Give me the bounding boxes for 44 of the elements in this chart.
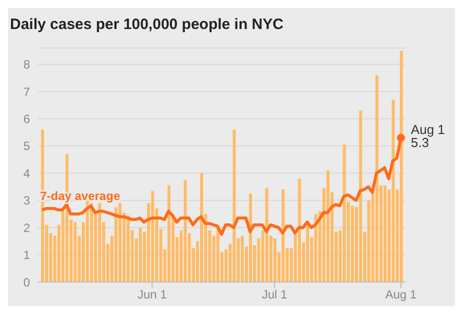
annotation: 5.3	[410, 134, 429, 150]
bar	[342, 144, 346, 282]
bar	[167, 185, 170, 282]
bar	[151, 190, 154, 282]
bar	[114, 207, 118, 282]
bar	[273, 238, 276, 282]
bar	[384, 185, 387, 282]
bar	[216, 228, 220, 282]
bar	[98, 203, 102, 282]
bar	[375, 75, 378, 282]
bar	[249, 194, 252, 282]
chart-title: Daily cases per 100,000 people in NYC	[9, 15, 284, 35]
x-tick-label: Jul 1	[262, 288, 288, 302]
y-tick-label: 2	[23, 220, 30, 235]
bar	[184, 180, 187, 282]
bar	[74, 222, 77, 282]
y-tick-label: 4	[23, 166, 30, 180]
bar	[240, 236, 244, 282]
bar	[314, 214, 318, 282]
y-tick-label: 1	[23, 248, 30, 262]
bar	[392, 100, 395, 282]
bar	[306, 220, 310, 282]
bar	[126, 215, 130, 282]
y-tick-label: 3	[23, 194, 30, 208]
y-tick-label: 0	[23, 275, 30, 290]
bar	[359, 110, 362, 282]
annotation: Aug 1	[410, 122, 445, 137]
bar	[326, 170, 330, 282]
bar	[282, 189, 285, 282]
bar	[265, 188, 268, 282]
bar	[350, 206, 354, 282]
bar	[400, 50, 403, 282]
bar	[200, 173, 204, 282]
bar	[232, 130, 236, 282]
x-tick-label: Jun 1	[138, 288, 168, 302]
bar	[138, 228, 142, 282]
bar	[298, 178, 301, 282]
bar	[90, 203, 93, 282]
x-tick-label: Aug 1	[385, 288, 417, 302]
y-tick-label: 6	[23, 112, 30, 126]
bar	[118, 203, 122, 282]
y-tick-label: 7	[23, 84, 30, 99]
y-tick-label: 8	[23, 58, 30, 72]
y-tick-label: 5	[23, 139, 30, 154]
